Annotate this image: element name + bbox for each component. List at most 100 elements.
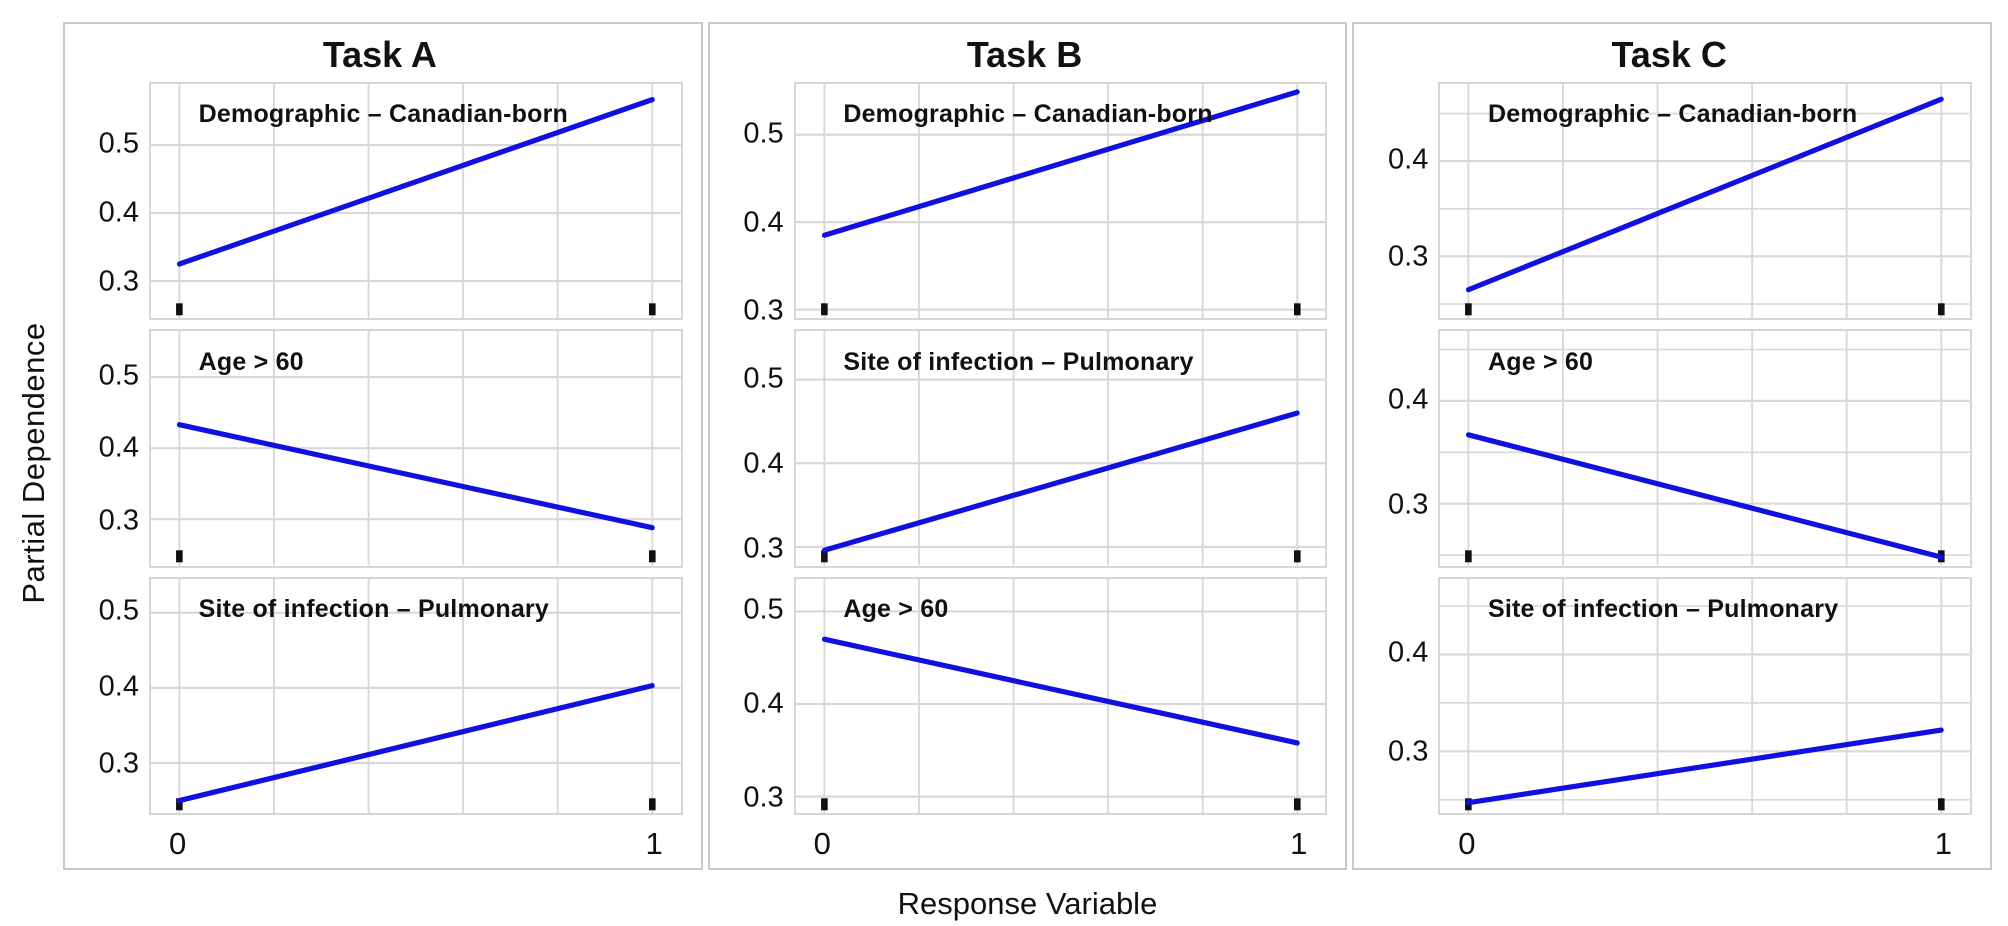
ytick-label: 0.3 xyxy=(1388,735,1429,768)
ytick-label: 0.5 xyxy=(98,127,139,160)
ytick-gutter: 0.3 0.4 0.5 xyxy=(714,577,794,815)
pd-line xyxy=(821,636,1300,746)
plot-svg xyxy=(795,331,1326,566)
ytick-label: 0.4 xyxy=(98,196,139,229)
panel-label: Age > 60 xyxy=(198,347,304,376)
xtick-label: 0 xyxy=(1458,825,1476,861)
ytick-label: 0.5 xyxy=(98,594,139,627)
rug-mark xyxy=(648,797,656,810)
ytick-label: 0.3 xyxy=(743,532,784,565)
rug-mark xyxy=(1293,797,1301,810)
task-title: Task C xyxy=(1611,34,1727,75)
panel-label: Age > 60 xyxy=(843,595,949,624)
ytick-gutter: 0.3 0.4 xyxy=(1358,577,1438,815)
plot-svg xyxy=(151,331,681,566)
task-column-b: Task B 0.3 0.4 0.5 Demographic – Canadian-… xyxy=(707,22,1348,870)
pd-line xyxy=(176,422,655,531)
xtick-label: 1 xyxy=(1934,825,1953,861)
ytick-label: 0.4 xyxy=(743,687,784,720)
plot-card: Site of infection – Pulmonary xyxy=(149,576,683,815)
panel-label: Site of infection – Pulmonary xyxy=(843,347,1194,376)
task-column-c: Task C 0.3 0.4 Demographic – Canadian-bor… xyxy=(1352,22,1993,870)
plot-card: Age > 60 xyxy=(1438,329,1973,568)
ytick-gutter: 0.3 0.4 0.5 xyxy=(714,82,794,327)
rug-mark xyxy=(1465,550,1473,563)
pd-line xyxy=(176,682,655,803)
y-axis-label: Partial Dependence xyxy=(16,322,51,604)
ytick-label: 0.3 xyxy=(98,265,139,298)
pd-line xyxy=(821,89,1300,238)
subplot-panel: 0.3 0.4 Age > 60 xyxy=(1358,329,1980,568)
plot-card: Age > 60 xyxy=(149,329,683,568)
subplot-panel: 0.3 0.4 0.5 Demographic – Canadian-born xyxy=(69,82,691,321)
task-title: Task A xyxy=(322,34,437,75)
task-column-a: Task A 0.3 0.4 0.5 Demographic – Canadian-… xyxy=(63,22,703,870)
rug-mark xyxy=(1293,550,1301,563)
subplot-panel: 0.3 0.4 0.5 Site of infection – Pulmonary xyxy=(69,576,691,815)
ytick-label: 0.4 xyxy=(1388,383,1429,416)
ytick-label: 0.5 xyxy=(743,593,784,626)
rug-mark xyxy=(820,303,828,316)
subplot-panel: 0.3 0.4 Demographic – Canadian-born xyxy=(1358,82,1980,321)
xtick-label: 1 xyxy=(1290,825,1308,861)
plot-card: Demographic – Canadian-born xyxy=(1438,82,1973,321)
pd-line xyxy=(176,97,655,267)
task-columns: Task A 0.3 0.4 0.5 Demographic – Canadian-… xyxy=(63,22,1993,870)
rug-mark xyxy=(820,797,828,810)
ytick-label: 0.3 xyxy=(743,294,784,327)
task-title: Task B xyxy=(966,34,1083,75)
ytick-label: 0.4 xyxy=(98,431,139,464)
ytick-gutter: 0.3 0.4 0.5 xyxy=(714,329,794,567)
subplot-panel: 0.3 0.4 0.5 Site of infection – Pulmonary xyxy=(714,329,1336,568)
ytick-label: 0.4 xyxy=(98,670,139,703)
plot-card: Site of infection – Pulmonary xyxy=(793,329,1328,568)
rug-mark xyxy=(648,303,656,316)
plot-card: Site of infection – Pulmonary xyxy=(1438,576,1973,815)
rug-mark xyxy=(1938,303,1945,316)
subplot-panel: 0.3 0.4 Site of infection – Pulmonary xyxy=(1358,576,1980,815)
xtick-label: 0 xyxy=(813,825,831,861)
plot-svg xyxy=(151,84,681,319)
ytick-label: 0.5 xyxy=(98,359,139,392)
plot-svg xyxy=(1440,84,1971,319)
plot-svg xyxy=(151,578,681,813)
subplot-panel: 0.3 0.4 0.5 Demographic – Canadian-born xyxy=(714,82,1336,327)
ytick-label: 0.5 xyxy=(743,362,784,395)
rug-mark xyxy=(1465,303,1473,316)
panel-label: Demographic – Canadian-born xyxy=(198,100,568,129)
ytick-gutter: 0.3 0.4 0.5 xyxy=(69,329,149,567)
subplot-panel: 0.3 0.4 0.5 Age > 60 xyxy=(714,576,1336,815)
xtick-label: 0 xyxy=(168,825,187,861)
ytick-gutter: 0.3 0.4 xyxy=(1358,329,1438,567)
ytick-label: 0.4 xyxy=(743,206,784,238)
ytick-label: 0.3 xyxy=(1388,488,1429,521)
ytick-label: 0.3 xyxy=(98,504,139,537)
ytick-gutter: 0.3 0.4 0.5 xyxy=(69,577,149,815)
panel-label: Site of infection – Pulmonary xyxy=(198,595,549,624)
ytick-label: 0.3 xyxy=(743,781,784,814)
ytick-label: 0.5 xyxy=(743,117,784,150)
rug-mark xyxy=(176,797,183,810)
ytick-label: 0.3 xyxy=(1388,240,1429,273)
plot-svg xyxy=(1440,578,1971,813)
xtick-label: 1 xyxy=(645,825,663,861)
pd-line xyxy=(1466,727,1945,805)
ytick-label: 0.4 xyxy=(1388,143,1429,176)
rug-mark xyxy=(176,550,183,563)
panel-label: Demographic – Canadian-born xyxy=(1488,100,1858,129)
x-axis-label: Response Variable xyxy=(897,886,1158,921)
subplot-panel: 0.3 0.4 0.5 Age > 60 xyxy=(69,329,691,568)
plot-card: Demographic – Canadian-born xyxy=(793,82,1328,321)
plot-svg xyxy=(795,84,1326,319)
rug-mark xyxy=(820,550,828,563)
rug-mark xyxy=(648,550,656,563)
ytick-gutter: 0.3 0.4 0.5 xyxy=(69,82,149,320)
rug-mark xyxy=(176,303,183,316)
pd-line xyxy=(821,410,1300,554)
panel-label: Site of infection – Pulmonary xyxy=(1488,595,1839,624)
pd-line xyxy=(1466,96,1945,293)
